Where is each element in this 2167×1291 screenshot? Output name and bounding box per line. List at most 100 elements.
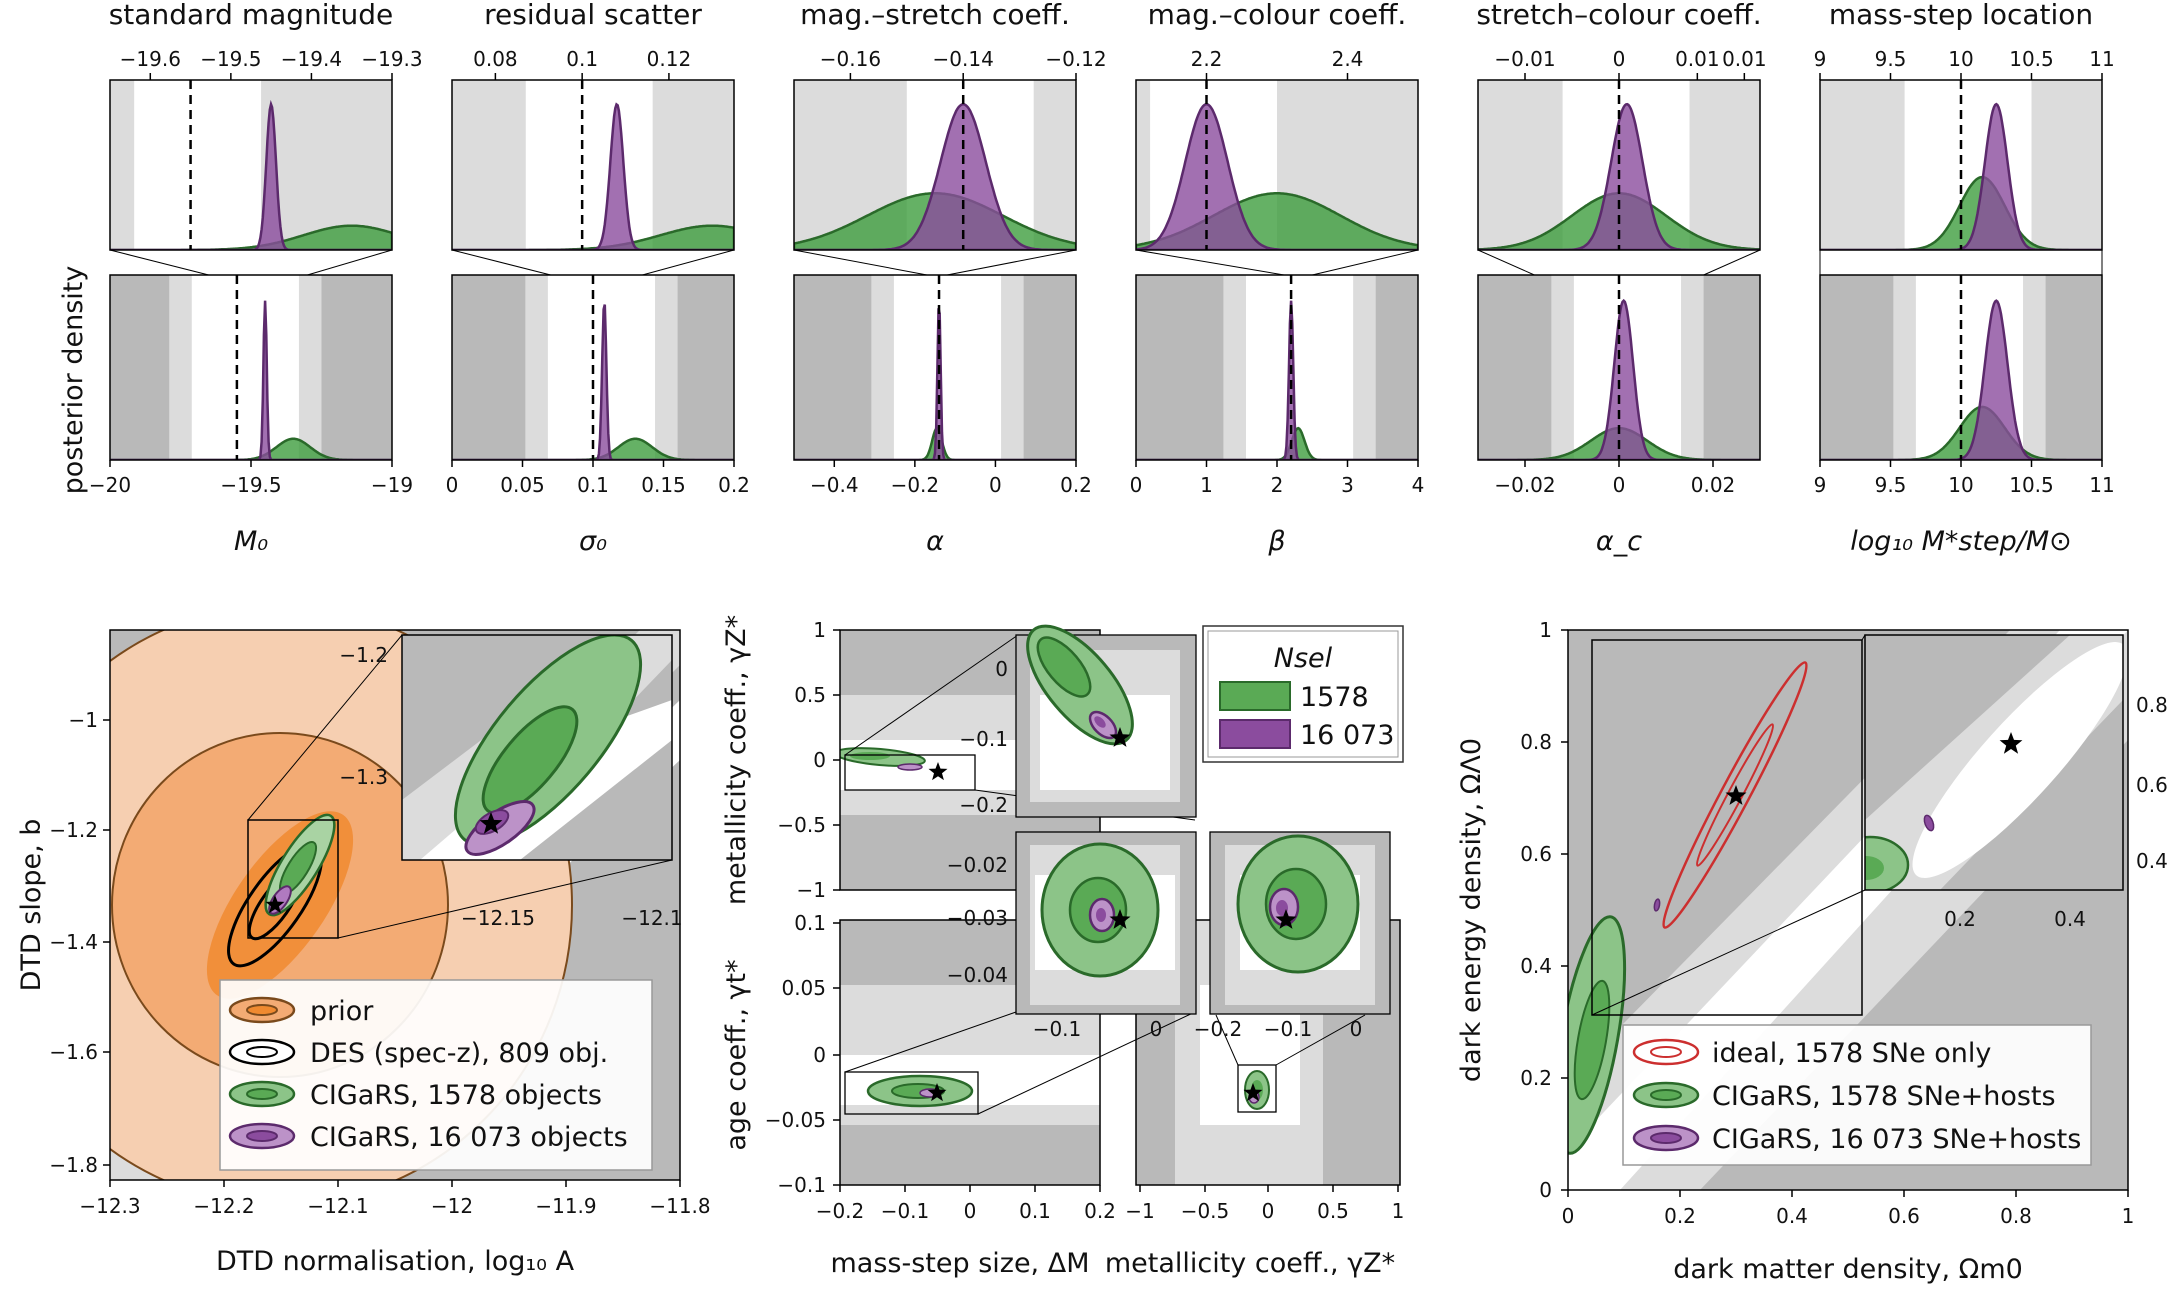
truth-star xyxy=(928,762,948,781)
host-legend-label-g: 1578 xyxy=(1300,682,1369,713)
host-upper-ytick-label: 0 xyxy=(813,748,826,772)
bottom-tick-label: 0 xyxy=(446,473,459,497)
posterior-panel-3: mag.–stretch coeff. −0.16 −0.14 −0.12 −0.4 −0… xyxy=(793,0,1107,557)
host-right-xtick-label: 0 xyxy=(1262,1199,1275,1223)
bottom-tick-label: −0.4 xyxy=(810,473,859,497)
dtd-legend-label-prior: prior xyxy=(310,996,374,1027)
cosmo-ytick-label: 0.4 xyxy=(1520,954,1552,978)
bottom-tick-label: 11 xyxy=(2089,473,2114,497)
host-left-xtick-label: −0.2 xyxy=(816,1199,865,1223)
zoom-connector-left-2 xyxy=(451,249,551,276)
truth-star-inset xyxy=(1999,732,2023,754)
cosmo-xtick-label: 0 xyxy=(1562,1204,1575,1228)
host-upper-ytick-label: −0.5 xyxy=(777,813,826,837)
top-tick-label: −19.6 xyxy=(120,47,181,71)
cosmo-inset-ytick: 0.4 xyxy=(2136,849,2167,873)
cosmo-inset xyxy=(1865,635,2123,890)
dtd-ytick-label: −1 xyxy=(69,708,98,732)
host-left-xtick-label: 0 xyxy=(964,1199,977,1223)
dtd-inset-ytick: −1.2 xyxy=(339,643,388,667)
host-lower-ytick-label: 0.05 xyxy=(781,976,826,1000)
top-tick-label: −19.4 xyxy=(281,47,342,71)
dtd-ytick-label: −1.2 xyxy=(49,818,98,842)
legend-swatch-inner-p xyxy=(246,1130,278,1142)
dtd-xtick-label: −12.3 xyxy=(79,1194,140,1218)
upper-panel-6 xyxy=(1820,80,2102,250)
upper-frame-2 xyxy=(451,79,735,251)
truth-star xyxy=(1109,909,1131,929)
truth-star-inset xyxy=(479,812,503,834)
dtd-inset-xtick: −12.15 xyxy=(461,906,535,930)
host-lower-ytick-label: 0 xyxy=(813,1043,826,1067)
zoom-connector-right-1 xyxy=(307,249,393,276)
zoom-connector-left-5 xyxy=(1477,249,1535,276)
cosmo-inset-xtick: 0.4 xyxy=(2054,907,2086,931)
dtd-xtick-label: −12.1 xyxy=(307,1194,368,1218)
panel-title-1: standard magnitude xyxy=(109,0,394,31)
host-left-xtick-label: 0.2 xyxy=(1084,1199,1116,1223)
dtd-inset xyxy=(402,635,672,860)
bottom-tick-label: 0 xyxy=(1130,473,1143,497)
cosmo-legend-label-red: ideal, 1578 SNe only xyxy=(1712,1038,1991,1069)
upper-panel-3 xyxy=(794,80,1076,250)
bottom-tick-label: −0.02 xyxy=(1494,473,1555,497)
bottom-tick-label: 10.5 xyxy=(2009,473,2054,497)
legend-swatch-inner-p xyxy=(1650,1132,1682,1144)
bottom-tick-label: 0.05 xyxy=(500,473,545,497)
host-left-xtick-label: −0.1 xyxy=(881,1199,930,1223)
host-panels: Nsel 1578 16 073 xyxy=(839,624,1404,1186)
dtd-ytick-label: −1.4 xyxy=(49,930,98,954)
cosmo-xtick-label: 0.8 xyxy=(2000,1204,2032,1228)
legend-swatch-inner-g xyxy=(1650,1089,1682,1101)
truth-star xyxy=(1109,727,1131,747)
cosmo-ytick-label: 0.6 xyxy=(1520,842,1552,866)
top-tick-label: 10 xyxy=(1948,47,1973,71)
host-inset-c-xtick: −0.2 xyxy=(1194,1017,1243,1041)
bottom-tick-label: 0 xyxy=(989,473,1002,497)
top-tick-label: 0.01 xyxy=(1675,47,1720,71)
series-1578-upper xyxy=(452,224,734,250)
host-lower-ytick-label: −0.1 xyxy=(777,1173,826,1197)
bottom-tick-label: 0.1 xyxy=(577,473,609,497)
cosmo-ytick-label: 0 xyxy=(1539,1178,1552,1202)
cosmo-inset-ytick: 0.8 xyxy=(2136,693,2167,717)
upper-panel-5 xyxy=(1478,80,1760,250)
upper-panel-1 xyxy=(110,80,392,250)
top-tick-label: −19.5 xyxy=(200,47,261,71)
host-right-xtick-label: 1 xyxy=(1392,1199,1405,1223)
host-upper-ytick-label: −1 xyxy=(797,878,826,902)
cosmo-ylabel: dark energy density, ΩΛ0 xyxy=(1456,738,1487,1082)
top-tick-label: 2.4 xyxy=(1332,47,1364,71)
top-tick-label: 0 xyxy=(1613,47,1626,71)
top-tick-label: 0.08 xyxy=(473,47,518,71)
lower-panel-4 xyxy=(1136,275,1418,460)
upper-frame-1 xyxy=(109,79,393,251)
host-inset-c-xtick: 0 xyxy=(1350,1017,1363,1041)
host-upper-ytick-label: 1 xyxy=(813,618,826,642)
zoom-connector-right-5 xyxy=(1703,249,1761,276)
host-legend-title: Nsel xyxy=(1274,643,1333,674)
bottom-tick-label: 4 xyxy=(1412,473,1425,497)
host-inset-b xyxy=(1015,831,1197,1015)
lower-panel-3 xyxy=(794,275,1076,460)
bottom-tick-label: 0.2 xyxy=(718,473,750,497)
top-tick-label: −0.16 xyxy=(820,47,881,71)
host-inset-b-ytick: −0.04 xyxy=(947,963,1008,987)
cosmo-xtick-label: 0.4 xyxy=(1776,1204,1808,1228)
host-inset-b-xtick: −0.1 xyxy=(1033,1017,1082,1041)
legend-swatch-inner-des xyxy=(246,1046,278,1058)
cosmo-legend: ideal, 1578 SNe only CIGaRS, 1578 SNe+hos… xyxy=(1622,1024,2092,1166)
host-inset-c-xtick: −0.1 xyxy=(1264,1017,1313,1041)
host-xlabel-right: metallicity coeff., γZ* xyxy=(1105,1248,1395,1279)
posterior-panel-4: mag.–colour coeff. 2.2 2.4 0 1 2 3 4 β xyxy=(1130,0,1425,557)
upper-frame-4 xyxy=(1135,79,1419,251)
host-inset-a-ytick: −0.1 xyxy=(959,727,1008,751)
dtd-xlabel: DTD normalisation, log₁₀ A xyxy=(216,1246,575,1277)
truth-star xyxy=(927,1083,947,1102)
top-tick-label: 9.5 xyxy=(1875,47,1907,71)
zoom-connector-right-2 xyxy=(642,249,735,276)
host-ylabel-lower: age coeff., γt* xyxy=(721,959,752,1150)
dtd-ylabel: DTD slope, b xyxy=(16,819,47,992)
